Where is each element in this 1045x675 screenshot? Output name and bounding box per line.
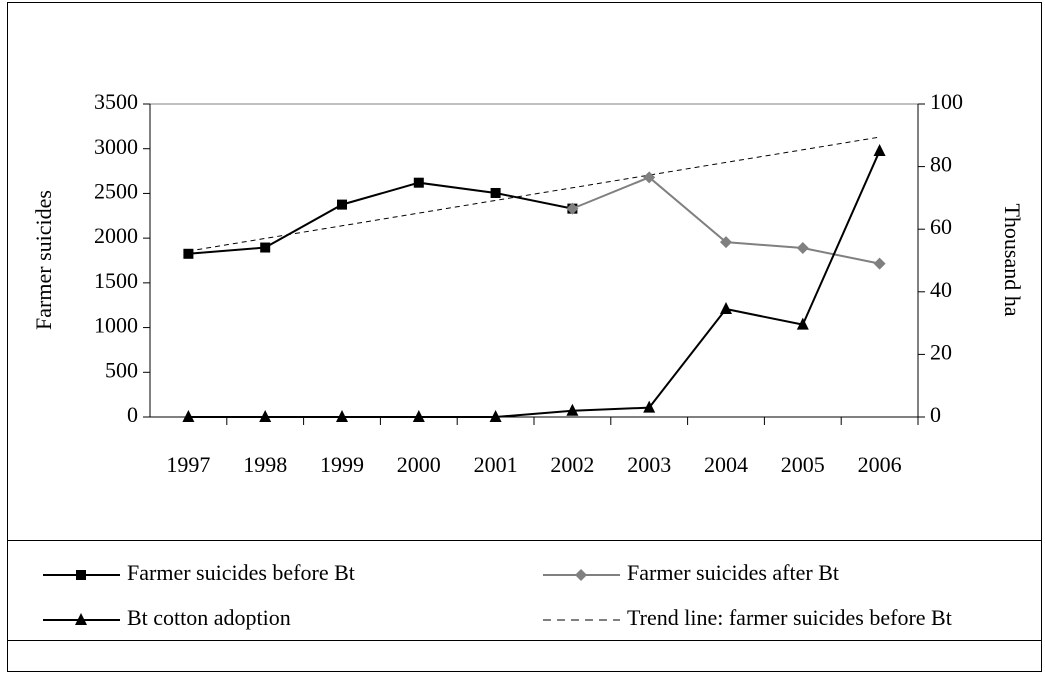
marker — [336, 410, 348, 422]
marker — [183, 248, 194, 259]
marker — [796, 241, 809, 254]
legend-label: Trend line: farmer suicides before Bt — [627, 605, 952, 630]
y-tick-label: 2000 — [94, 223, 138, 248]
y2-tick-label: 100 — [930, 89, 963, 114]
marker — [337, 199, 347, 210]
y2-axis-label: Thousand ha — [1000, 203, 1025, 316]
legend-label: Farmer suicides before Bt — [127, 560, 355, 585]
marker — [182, 410, 195, 422]
x-tick-label: 2002 — [550, 452, 594, 477]
y-axis-label: Farmer suicides — [31, 190, 56, 330]
marker — [720, 236, 732, 249]
marker — [566, 202, 579, 215]
series-line — [572, 176, 880, 265]
marker — [413, 177, 424, 188]
legend-label: Bt cotton adoption — [127, 605, 291, 630]
x-tick-label: 2003 — [627, 452, 671, 477]
y2-tick-label: 60 — [930, 214, 952, 239]
legend-box — [7, 540, 1042, 641]
x-tick-label: 1999 — [320, 452, 364, 477]
y-tick-label: 3500 — [94, 89, 138, 114]
marker — [643, 171, 656, 184]
series-line — [188, 136, 880, 252]
marker — [566, 403, 579, 416]
marker — [259, 410, 272, 422]
x-tick-label: 2006 — [858, 452, 902, 477]
x-tick-label: 2005 — [781, 452, 825, 477]
marker — [490, 187, 501, 198]
marker — [412, 410, 425, 422]
marker — [873, 143, 886, 156]
x-tick-label: 2001 — [474, 452, 518, 477]
y-tick-label: 2500 — [94, 178, 138, 203]
chart-frame — [7, 2, 1042, 672]
marker — [873, 257, 886, 270]
marker — [720, 302, 732, 315]
marker — [796, 317, 809, 330]
plot-frame — [149, 103, 919, 418]
y-tick-label: 500 — [105, 357, 138, 382]
y-tick-label: 3000 — [94, 134, 138, 159]
marker — [76, 570, 86, 580]
marker — [489, 410, 502, 422]
y2-tick-label: 80 — [930, 152, 952, 177]
y-tick-label: 1500 — [94, 268, 138, 293]
y2-tick-label: 20 — [930, 339, 952, 364]
y-tick-label: 0 — [127, 402, 138, 427]
legend-label: Farmer suicides after Bt — [627, 560, 839, 585]
x-tick-label: 2000 — [397, 452, 441, 477]
series-line — [188, 150, 881, 418]
x-tick-label: 1998 — [243, 452, 287, 477]
y2-tick-label: 0 — [930, 402, 941, 427]
marker — [575, 569, 587, 581]
marker — [75, 613, 87, 625]
y2-tick-label: 40 — [930, 277, 952, 302]
x-tick-label: 1997 — [166, 452, 210, 477]
y-tick-label: 1000 — [94, 313, 138, 338]
marker — [260, 242, 271, 253]
x-tick-label: 2004 — [704, 452, 748, 477]
series-line — [188, 181, 573, 255]
marker — [643, 400, 656, 413]
